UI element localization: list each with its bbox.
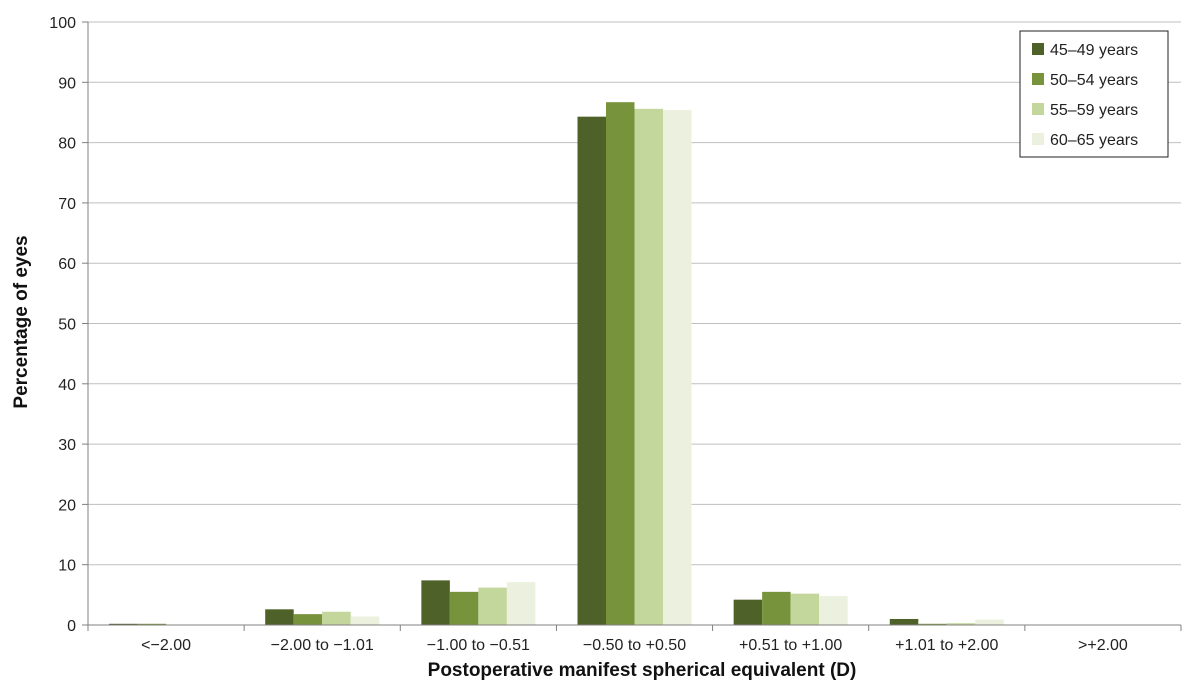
bar-series1-cat5	[733, 599, 763, 625]
bar-series2-cat2	[293, 614, 323, 625]
bar-series3-cat2	[322, 611, 351, 625]
legend-label-1: 45–49 years	[1050, 42, 1138, 59]
bar-series3-cat3	[478, 587, 507, 625]
y-tick-label: 80	[58, 136, 76, 153]
axes	[82, 21, 1182, 631]
x-tick-label: <−2.00	[141, 637, 191, 654]
bar-series1-cat3	[421, 580, 450, 625]
bar-series2-cat6	[918, 623, 947, 625]
bar-series4-cat2	[350, 616, 380, 625]
legend-swatch-1	[1032, 43, 1044, 55]
y-tick-label: 0	[67, 618, 76, 635]
x-axis-title: Postoperative manifest spherical equival…	[428, 660, 857, 681]
bar-series1-cat1	[109, 623, 138, 625]
x-tick-label: +1.01 to +2.00	[895, 637, 998, 654]
x-tick-label: −1.00 to −0.51	[427, 637, 530, 654]
x-tick-label: >+2.00	[1078, 637, 1128, 654]
bar-series4-cat5	[819, 596, 848, 625]
x-tick-label: −2.00 to −1.01	[271, 637, 374, 654]
y-tick-label: 90	[58, 75, 76, 92]
bar-series4-cat6	[975, 619, 1004, 625]
bar-series1-cat2	[265, 609, 294, 625]
y-tick-label: 20	[58, 497, 76, 514]
bar-series2-cat4	[606, 102, 635, 625]
bar-series1-cat6	[889, 618, 919, 625]
legend-swatch-4	[1032, 133, 1044, 145]
bar-series2-cat3	[449, 591, 479, 625]
legend-swatch-2	[1032, 73, 1044, 85]
legend-label-4: 60–65 years	[1050, 132, 1138, 149]
y-tick-label: 40	[58, 377, 76, 394]
bar-series4-cat3	[506, 582, 536, 625]
bar-series1-cat4	[577, 116, 606, 626]
legend-box	[1019, 30, 1169, 158]
bar-series3-cat5	[790, 593, 820, 625]
y-axis-title: Percentage of eyes	[11, 235, 32, 408]
x-tick-label: −0.50 to +0.50	[583, 637, 686, 654]
bar-series3-cat6	[946, 623, 976, 625]
legend-label-2: 50–54 years	[1050, 72, 1138, 89]
y-tick-label: 70	[58, 196, 76, 213]
y-tick-label: 50	[58, 317, 76, 334]
tick-labels: 0 10 20 30 40 50 60 70 80 90 100 <−2.00 −2.00 to −1.…	[49, 15, 1128, 654]
bar-series2-cat5	[762, 591, 791, 625]
bars	[109, 102, 1004, 626]
y-tick-label: 100	[49, 15, 76, 32]
legend: 45–49 years 50–54 years 55–59 years 60–65 y…	[1019, 30, 1169, 158]
y-tick-label: 10	[58, 558, 76, 575]
bar-series3-cat4	[634, 108, 663, 625]
legend-label-3: 55–59 years	[1050, 102, 1138, 119]
bar-series4-cat4	[663, 110, 692, 626]
bar-series2-cat1	[137, 623, 167, 625]
x-tick-label: +0.51 to +1.00	[739, 637, 842, 654]
y-tick-label: 30	[58, 437, 76, 454]
legend-swatch-3	[1032, 103, 1044, 115]
y-tick-label: 60	[58, 256, 76, 273]
